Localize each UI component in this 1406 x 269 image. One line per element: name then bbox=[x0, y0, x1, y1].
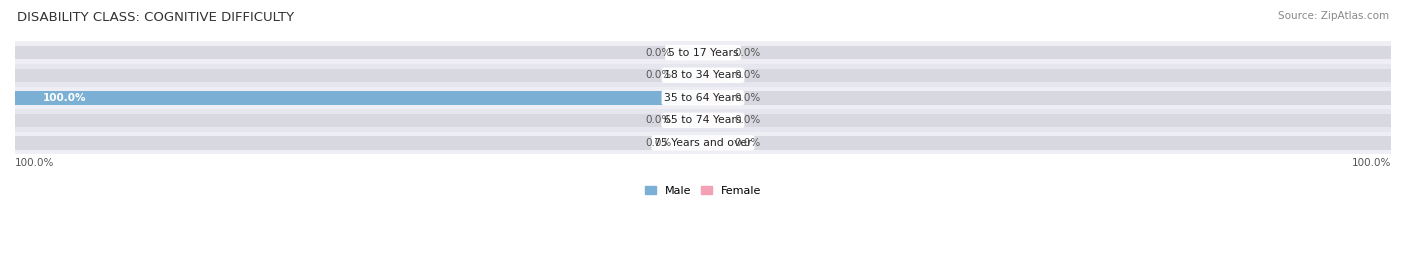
Bar bbox=[703, 46, 724, 59]
Text: 0.0%: 0.0% bbox=[645, 115, 672, 125]
Bar bbox=[703, 136, 1391, 150]
Bar bbox=[15, 41, 1391, 64]
Bar bbox=[15, 69, 703, 82]
Text: Source: ZipAtlas.com: Source: ZipAtlas.com bbox=[1278, 11, 1389, 21]
Bar bbox=[15, 109, 1391, 132]
Text: 0.0%: 0.0% bbox=[734, 93, 761, 103]
Bar bbox=[15, 136, 703, 150]
Bar bbox=[703, 91, 1391, 105]
Text: 5 to 17 Years: 5 to 17 Years bbox=[668, 48, 738, 58]
Bar bbox=[15, 46, 703, 59]
Bar bbox=[682, 114, 703, 127]
Bar bbox=[703, 69, 1391, 82]
Text: 0.0%: 0.0% bbox=[734, 115, 761, 125]
Bar bbox=[703, 91, 724, 105]
Bar bbox=[682, 46, 703, 59]
Text: 0.0%: 0.0% bbox=[645, 70, 672, 80]
Bar bbox=[15, 91, 703, 105]
Bar bbox=[15, 87, 1391, 109]
Bar bbox=[703, 136, 724, 150]
Text: 0.0%: 0.0% bbox=[734, 70, 761, 80]
Text: 0.0%: 0.0% bbox=[645, 48, 672, 58]
Text: 100.0%: 100.0% bbox=[15, 158, 55, 168]
Bar bbox=[703, 69, 724, 82]
Bar bbox=[703, 46, 1391, 59]
Bar bbox=[703, 114, 1391, 127]
Text: DISABILITY CLASS: COGNITIVE DIFFICULTY: DISABILITY CLASS: COGNITIVE DIFFICULTY bbox=[17, 11, 294, 24]
Text: 100.0%: 100.0% bbox=[42, 93, 86, 103]
Bar bbox=[682, 136, 703, 150]
Text: 0.0%: 0.0% bbox=[734, 48, 761, 58]
Text: 35 to 64 Years: 35 to 64 Years bbox=[664, 93, 742, 103]
Text: 65 to 74 Years: 65 to 74 Years bbox=[664, 115, 742, 125]
Bar bbox=[682, 69, 703, 82]
Text: 75 Years and over: 75 Years and over bbox=[654, 138, 752, 148]
Bar bbox=[15, 91, 703, 105]
Legend: Male, Female: Male, Female bbox=[641, 181, 765, 200]
Bar bbox=[703, 114, 724, 127]
Text: 0.0%: 0.0% bbox=[734, 138, 761, 148]
Bar bbox=[15, 64, 1391, 87]
Text: 0.0%: 0.0% bbox=[645, 138, 672, 148]
Bar bbox=[15, 132, 1391, 154]
Text: 100.0%: 100.0% bbox=[1351, 158, 1391, 168]
Text: 18 to 34 Years: 18 to 34 Years bbox=[664, 70, 742, 80]
Bar bbox=[15, 114, 703, 127]
